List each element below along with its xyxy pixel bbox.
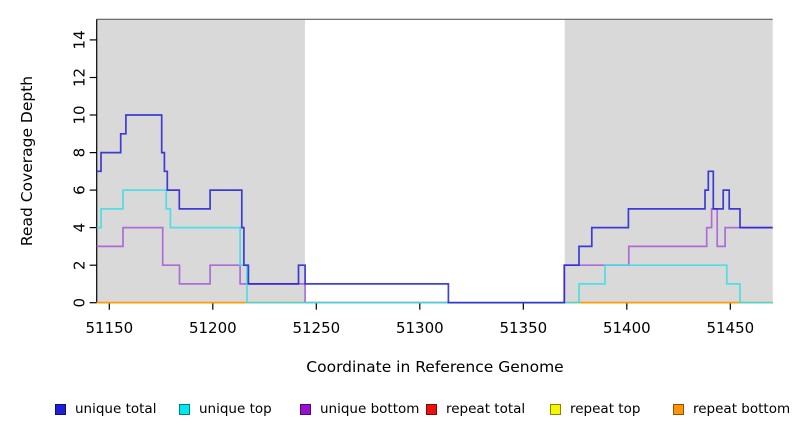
legend-label: unique total [75, 401, 157, 417]
legend-item-unique-bottom: unique bottom [300, 398, 419, 420]
x-tick-label: 51400 [603, 319, 651, 337]
legend-item-repeat-bottom: repeat bottom [673, 398, 790, 420]
y-tick-label: 0 [71, 298, 89, 308]
unique-top-swatch-icon [179, 403, 190, 415]
repeat-bottom-swatch-icon [673, 403, 684, 415]
x-axis-title: Coordinate in Reference Genome [306, 358, 564, 376]
chart-legend: unique total unique top unique bottom repea… [0, 398, 792, 424]
repeat-top-swatch-icon [550, 403, 561, 415]
unique-bottom-swatch-icon [300, 403, 311, 415]
x-tick-label: 51300 [396, 319, 444, 337]
x-tick-label: 51450 [706, 319, 754, 337]
y-tick-label: 4 [71, 223, 89, 233]
x-tick-label: 51150 [85, 319, 133, 337]
y-tick-label: 6 [71, 185, 89, 195]
legend-label: unique top [199, 401, 272, 417]
shaded-region-0 [96, 19, 305, 303]
series-unique-total-line [96, 114, 773, 304]
unique-total-swatch-icon [55, 403, 66, 415]
legend-item-unique-top: unique top [179, 398, 272, 420]
shaded-region-1 [564, 19, 773, 303]
x-tick-label: 51350 [499, 319, 547, 337]
legend-label: unique bottom [320, 401, 420, 417]
y-tick-label: 14 [71, 30, 89, 49]
repeat-total-swatch-icon [426, 403, 437, 415]
x-tick-label: 51250 [292, 319, 340, 337]
legend-label: repeat bottom [693, 401, 791, 417]
y-tick-label: 10 [71, 105, 89, 124]
y-tick-label: 12 [71, 68, 89, 87]
legend-label: repeat top [570, 401, 641, 417]
legend-item-repeat-top: repeat top [550, 398, 640, 420]
y-tick-label: 8 [71, 148, 89, 158]
legend-label: repeat total [446, 401, 526, 417]
legend-item-repeat-total: repeat total [426, 398, 525, 420]
legend-item-unique-total: unique total [55, 398, 156, 420]
y-axis-title: Read Coverage Depth [18, 75, 36, 247]
x-tick-label: 51200 [189, 319, 237, 337]
y-tick-label: 2 [71, 260, 89, 270]
